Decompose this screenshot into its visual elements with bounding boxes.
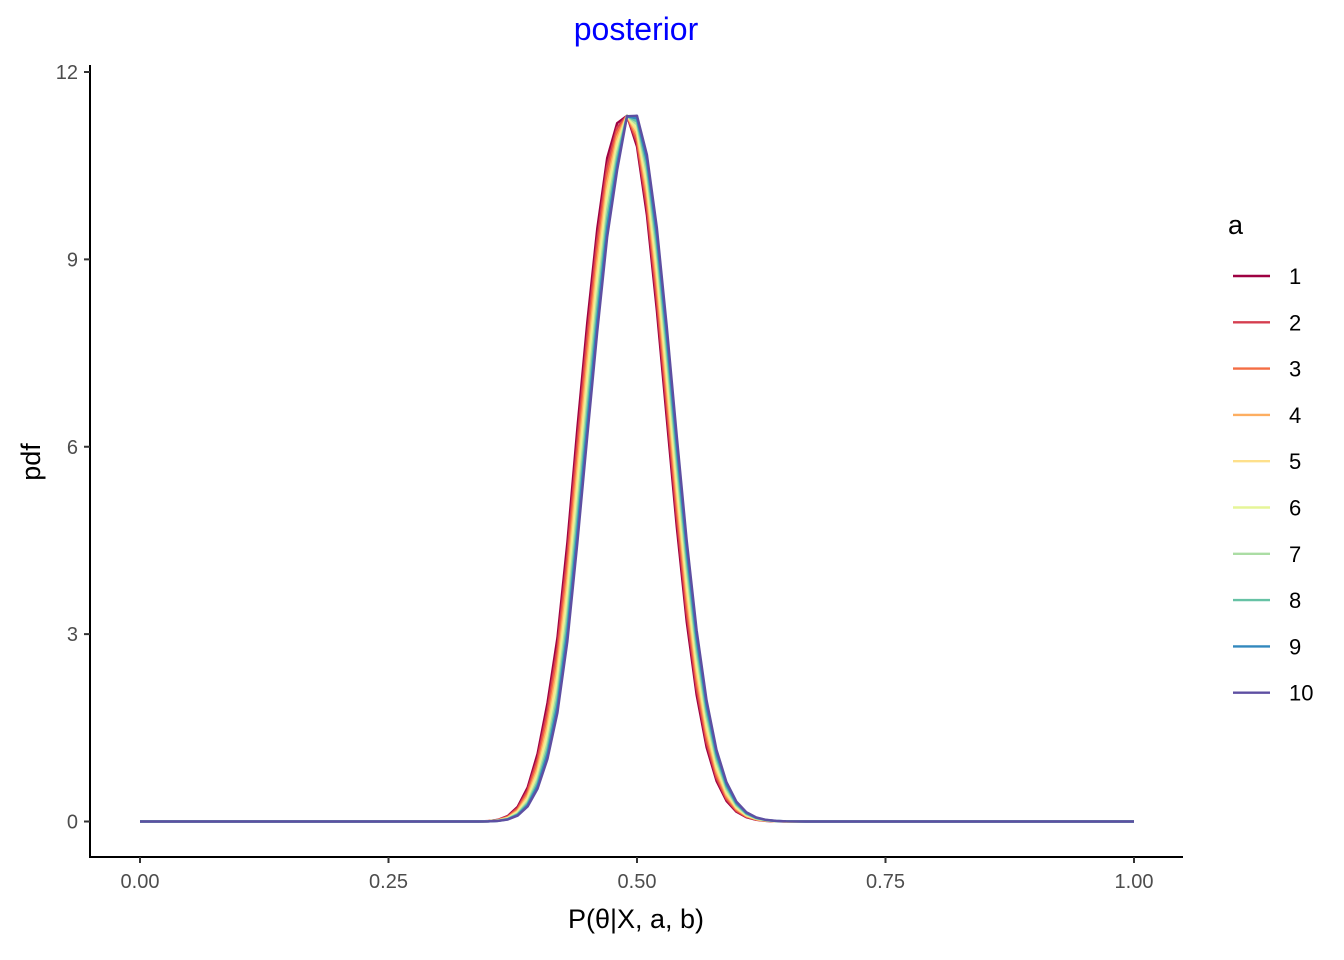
legend-label-5: 5 (1289, 449, 1301, 474)
legend-title: a (1228, 210, 1244, 240)
series-line-a-9 (140, 114, 1134, 823)
legend-label-6: 6 (1289, 496, 1301, 521)
legend-label-10: 10 (1289, 681, 1313, 706)
legend-label-2: 2 (1289, 310, 1301, 335)
series-line-a-8 (140, 114, 1134, 823)
series-line-a-4 (140, 114, 1134, 823)
y-tick-label: 9 (67, 249, 78, 271)
legend: a 1 2 3 4 5 6 7 8 9 10 (1228, 210, 1313, 706)
y-axis-label: pdf (16, 443, 46, 481)
y-tick-label: 0 (67, 812, 78, 834)
series-line-a-1 (140, 114, 1134, 823)
legend-label-1: 1 (1289, 264, 1301, 289)
x-tick-label: 0.75 (866, 871, 905, 893)
legend-label-4: 4 (1289, 403, 1301, 428)
y-tick-label: 3 (67, 624, 78, 646)
x-tick-label: 0.00 (121, 871, 160, 893)
series-lines (140, 114, 1134, 823)
chart-title: posterior (574, 11, 699, 47)
legend-label-8: 8 (1289, 588, 1301, 613)
x-tick-label: 0.25 (369, 871, 408, 893)
x-tick-label: 0.50 (618, 871, 657, 893)
legend-label-3: 3 (1289, 357, 1301, 382)
series-line-a-10 (140, 114, 1134, 823)
y-tick-label: 6 (67, 437, 78, 459)
legend-label-7: 7 (1289, 542, 1301, 567)
x-axis-label: P(θ|X, a, b) (568, 904, 704, 934)
x-axis-ticks: 0.00 0.25 0.50 0.75 1.00 (121, 857, 1154, 893)
x-tick-label: 1.00 (1115, 871, 1154, 893)
series-line-a-6 (140, 114, 1134, 823)
series-line-a-2 (140, 114, 1134, 823)
series-line-a-7 (140, 114, 1134, 823)
y-axis-ticks: 0 3 6 9 12 (56, 62, 90, 834)
series-line-a-3 (140, 114, 1134, 823)
legend-label-9: 9 (1289, 634, 1301, 659)
y-tick-label: 12 (56, 62, 78, 84)
series-line-a-5 (140, 114, 1134, 823)
